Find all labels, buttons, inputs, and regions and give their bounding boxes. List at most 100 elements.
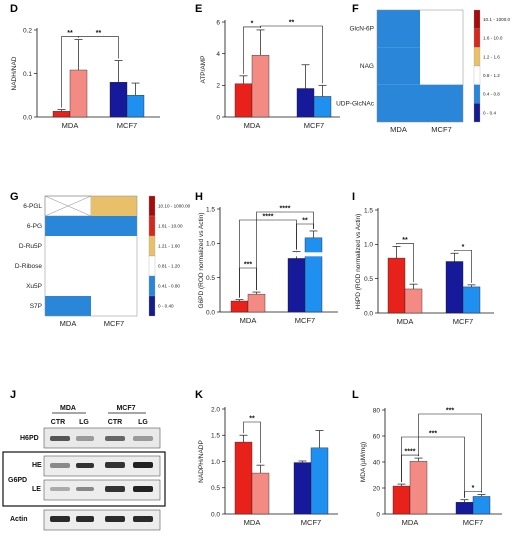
heatmap-cell <box>91 256 137 276</box>
blot-row-h6pd: H6PD <box>20 435 39 442</box>
heatmap-hexosamine: GlcN-6P NAG UDP-GlcNAc MDA MCF7 10.1 - 1000.0… <box>336 9 511 134</box>
significance-bracket <box>256 211 314 291</box>
legend-label: 10.1 - 1000.0 <box>483 17 511 22</box>
heatmap-cell <box>91 196 137 216</box>
heatmap-cell <box>91 296 137 316</box>
bar <box>251 55 270 118</box>
blot-g6pd-box <box>2 451 166 507</box>
bar <box>234 441 253 515</box>
legend-swatch <box>148 295 156 317</box>
heatmap-row-label: D-Ribose <box>15 263 42 270</box>
x-category-label: MDA <box>244 121 261 130</box>
significance-label: * <box>462 244 465 251</box>
bar <box>462 286 481 314</box>
bar <box>310 447 329 515</box>
y-tick-label: 0.1 <box>23 71 32 78</box>
y-tick-label: 0.0 <box>206 309 215 316</box>
blot-band <box>105 436 125 441</box>
bar <box>52 111 71 118</box>
bar <box>387 257 406 314</box>
y-tick-label: 20 <box>373 485 381 492</box>
heatmap-row-label: D-Ru5P <box>19 243 42 250</box>
bar <box>69 69 88 118</box>
heatmap-column-label: MCF7 <box>431 125 451 134</box>
legend-label: 0 - 0.4 <box>483 110 496 115</box>
blot-strip-h6pd <box>43 427 161 449</box>
heatmap-cell <box>45 256 91 276</box>
legend-label: 0.81 - 1.20 <box>158 264 180 269</box>
y-tick-label: 4 <box>216 51 220 58</box>
heatmap-column-label: MDA <box>60 319 77 328</box>
significance-bracket <box>243 421 261 464</box>
significance-label: **** <box>280 206 291 213</box>
legend-swatch <box>148 255 156 277</box>
chart-nadh-nad: 0.0 0.1 0.2 NADH/NAD MDA MCF7 ** ** <box>11 27 160 130</box>
y-tick-label: 0.5 <box>211 485 220 492</box>
blot-lane-label: LG <box>79 419 89 426</box>
y-axis-label: H6PD (ROD normalized vs Actin) <box>355 214 362 310</box>
x-category-label: MDA <box>240 316 257 325</box>
blot-row-actin: Actin <box>10 516 28 523</box>
heatmap-row-label: UDP-GlcNAc <box>336 100 375 107</box>
x-category-label: MDA <box>244 518 261 527</box>
legend-swatch <box>148 275 156 297</box>
y-tick-label: 1.0 <box>364 242 373 249</box>
blot-band <box>105 462 125 468</box>
panel-label-i: I <box>352 191 355 203</box>
bar <box>296 88 315 118</box>
significance-label: ** <box>302 218 308 225</box>
y-tick-label: 1.5 <box>211 433 220 440</box>
blot-row-le: LE <box>32 486 41 493</box>
panel-label-d: D <box>10 3 18 15</box>
heatmap-cell <box>45 276 91 296</box>
legend-label: 0.4 - 0.8 <box>483 92 500 97</box>
bar <box>293 462 312 515</box>
heatmap-cell <box>45 236 91 256</box>
heatmap-cell <box>377 10 420 48</box>
significance-label: * <box>251 20 254 27</box>
significance-label: *** <box>244 262 252 269</box>
western-blot: MDA MCF7 CTR LG CTR LG H6PD G6PD HE LE A… <box>2 405 166 531</box>
panel-label-h: H <box>195 191 203 203</box>
heatmap-cell <box>377 47 420 85</box>
blot-band <box>76 487 94 491</box>
heatmap-pentose-phosphate: 6-PGL 6-PG D-Ru5P D-Ribose Xu5P S7P MDA MCF7 10.… <box>15 195 191 328</box>
legend-label: 1.6 - 10.0 <box>483 36 503 41</box>
y-tick-label: 6 <box>216 19 220 26</box>
heatmap-row-label: 6-PGL <box>23 203 42 210</box>
significance-label: ** <box>289 20 295 27</box>
heatmap-column-label: MDA <box>390 125 407 134</box>
blot-band <box>133 516 153 522</box>
blot-strip-he <box>43 455 161 477</box>
y-tick-label: 0.0 <box>23 114 32 121</box>
chart-nadph-nadp: 0.0 0.5 1.0 1.5 2.0 NADPH/NADP MDA MCF7 ** <box>198 406 338 527</box>
panel-label-k: K <box>195 389 203 401</box>
y-axis-label: NADPH/NADP <box>198 440 205 483</box>
heatmap-row-label: 6-PG <box>27 223 42 230</box>
x-category-label: MCF7 <box>304 121 324 130</box>
legend-swatch <box>148 235 156 257</box>
blot-lane-label: LG <box>138 419 148 426</box>
y-tick-label: 0.0 <box>211 511 220 518</box>
blot-group-mcf7: MCF7 <box>116 405 135 412</box>
blot-band <box>133 486 153 492</box>
significance-label: **** <box>405 449 416 456</box>
heatmap-row-label: NAG <box>360 63 374 70</box>
y-tick-label: 1.0 <box>206 241 215 248</box>
bar <box>455 502 474 515</box>
heatmap-border <box>44 195 138 317</box>
y-tick-label: 0.5 <box>364 276 373 283</box>
heatmap-border <box>376 9 464 123</box>
bar <box>409 461 428 515</box>
y-tick-label: 0.5 <box>206 275 215 282</box>
panel-label-e: E <box>195 3 202 15</box>
significance-label: ** <box>96 30 102 37</box>
y-tick-label: 0.0 <box>364 310 373 317</box>
significance-bracket <box>260 25 323 84</box>
blot-band <box>50 516 70 522</box>
blot-strip-le <box>43 479 161 501</box>
blot-band <box>50 436 70 441</box>
